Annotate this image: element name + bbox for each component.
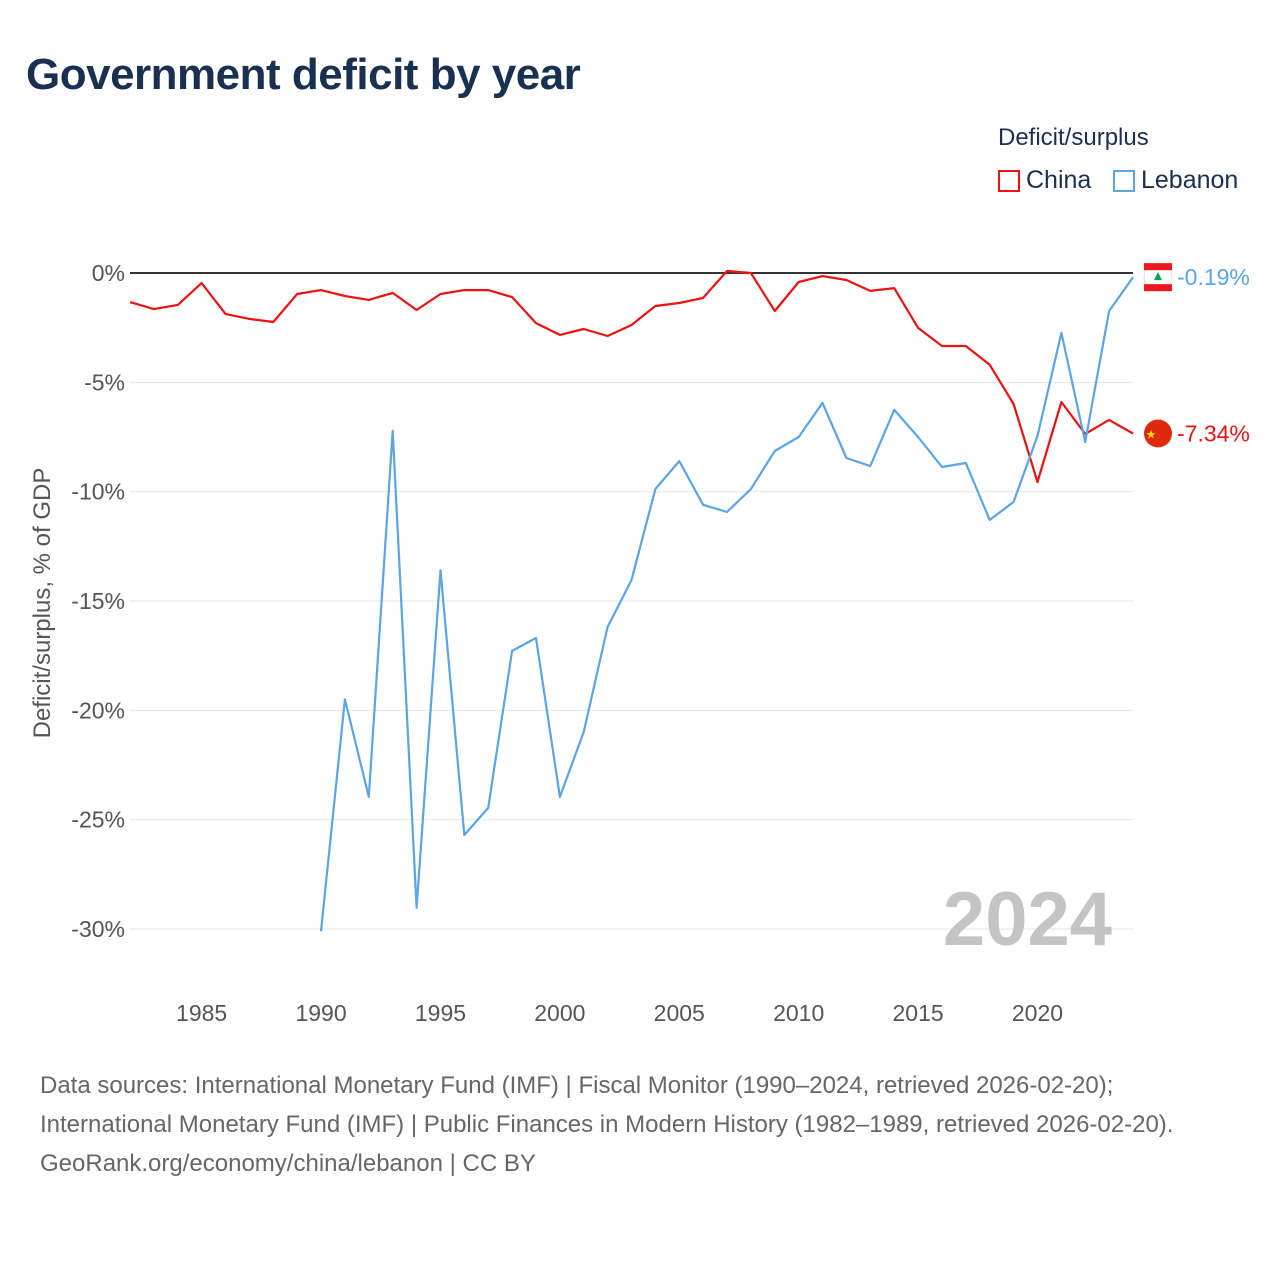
attribution-link[interactable]: GeoRank.org/economy/china/lebanon | CC B…: [40, 1150, 536, 1177]
x-tick-label: 1990: [295, 1000, 346, 1026]
legend-label-lebanon: Lebanon: [1141, 166, 1239, 194]
legend-title: Deficit/surplus: [998, 124, 1149, 151]
legend-swatch-china: [998, 169, 1020, 192]
legend-label-china: China: [1026, 166, 1092, 194]
y-tick-label: -15%: [71, 588, 125, 614]
x-tick-label: 1985: [176, 1000, 227, 1026]
svg-text:★: ★: [1146, 428, 1157, 442]
x-tick-label: 2000: [534, 1000, 585, 1026]
y-tick-label: 0%: [92, 260, 125, 286]
series-line-china[interactable]: [129, 269, 1134, 484]
legend-item-china[interactable]: China: [998, 166, 1091, 195]
x-tick-label: 2020: [1012, 1000, 1063, 1026]
y-tick-label: -5%: [84, 369, 125, 395]
year-watermark: 2024: [943, 877, 1112, 962]
series-line-lebanon[interactable]: [319, 276, 1134, 932]
y-tick-label: -25%: [71, 807, 125, 833]
chart-title: Government deficit by year: [26, 50, 581, 99]
end-label-lebanon: -0.19%: [1177, 264, 1250, 290]
source-notes: Data sources: International Monetary Fun…: [40, 1066, 1240, 1183]
y-tick-label: -20%: [71, 697, 125, 723]
x-tick-label: 2005: [654, 1000, 705, 1026]
x-tick-label: 2010: [773, 1000, 824, 1026]
y-axis-label: Deficit/surplus, % of GDP: [29, 468, 56, 739]
legend-item-lebanon[interactable]: Lebanon: [1113, 166, 1238, 195]
flag-lebanon-icon: [1143, 262, 1173, 292]
y-tick-label: -10%: [71, 479, 125, 505]
legend-swatch-lebanon: [1113, 169, 1135, 192]
x-tick-label: 1995: [415, 1000, 466, 1026]
y-tick-label: -30%: [71, 916, 125, 942]
x-tick-label: 2015: [892, 1000, 943, 1026]
end-label-china: -7.34%: [1177, 421, 1250, 447]
flag-china-icon: ★: [1144, 419, 1172, 448]
data-sources: Data sources: International Monetary Fun…: [40, 1072, 1174, 1138]
